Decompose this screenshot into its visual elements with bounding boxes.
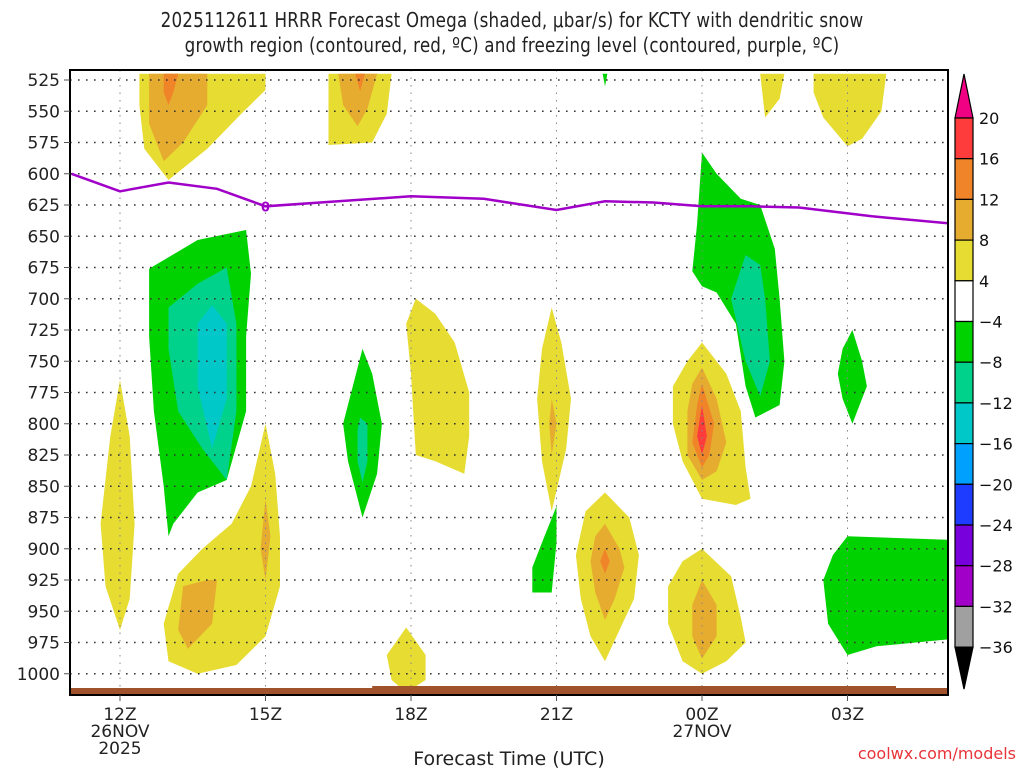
omega-shaded-regions [100,73,948,693]
colorbar-tick-label: −32 [979,597,1013,616]
y-tick-label: 750 [28,352,60,372]
x-tick-label: 03Z [831,705,864,725]
colorbar-tick-label: −4 [979,313,1003,332]
colorbar-swatch [954,402,974,445]
omega-region-5 [355,73,365,92]
colorbar-tick-label: 16 [979,150,999,169]
colorbar-swatch [954,320,974,363]
y-tick-label: 875 [28,509,60,529]
y-tick-label: 900 [28,540,60,560]
omega-region-35 [386,627,426,693]
terrain-fill [70,688,948,695]
omega-region-17 [532,506,557,593]
colorbar-tick-label: −8 [979,353,1003,372]
freezing-level-label: 0 [261,200,270,215]
chart-title-line-1: 2025112611 HRRR Forecast Omega (shaded, … [160,8,864,32]
freezing-level-contour: 0 [71,172,948,225]
y-tick-label: 850 [28,477,60,497]
y-tick-label: 925 [28,571,60,591]
omega-region-22 [731,255,770,397]
colorbar-swatch [954,158,974,200]
colorbar-swatch [954,565,974,608]
y-axis: 525 550 575 600 625 650 675 700 725 750 775 800 825 8… [17,71,70,685]
chart-title-line-2: growth region (contoured, red, ºC) and f… [184,33,840,57]
colorbar-swatch [954,239,974,282]
y-tick-label: 675 [28,259,60,279]
x-tick-label: 00Z [685,705,718,725]
x-tick-label: 2025 [98,739,141,759]
omega-region-13 [357,417,368,483]
colorbar-swatch [954,524,974,567]
colorbar-swatch [954,198,974,241]
omega-region-31 [100,380,135,630]
omega-region-8 [813,73,887,147]
colorbar-swatch [954,117,974,160]
freezing-level-line [71,172,948,225]
omega-region-7 [760,73,785,118]
omega-region-34 [260,498,271,580]
x-tick-label: 12Z [103,705,136,725]
colorbar-under-arrow [954,646,974,690]
omega-region-16 [549,398,557,455]
y-tick-label: 575 [28,134,60,154]
y-tick-label: 550 [28,102,60,122]
omega-region-15 [537,307,571,512]
y-tick-label: 525 [28,71,60,91]
colorbar-legend: 20 16 12 8 4 −4 −8 −12 −16 −20 −24 −28 −32 −36 [954,73,1013,690]
colorbar-tick-label: 8 [979,231,989,250]
colorbar-tick-label: 4 [979,272,989,291]
y-tick-label: 800 [28,415,60,435]
colorbar-tick-label: −28 [979,557,1013,576]
y-tick-label: 625 [28,196,60,216]
colorbar-tick-label: −16 [979,435,1013,454]
credit-link[interactable]: coolwx.com/models [858,744,1016,763]
x-axis-label: Forecast Time (UTC) [413,748,604,768]
x-tick-label: 15Z [249,705,282,725]
plot-frame [69,69,949,696]
omega-region-4 [338,73,378,127]
omega-region-2 [163,73,179,105]
x-tick-label: 27NOV [672,722,731,742]
omega-region-33 [178,580,217,649]
y-tick-label: 1000 [17,665,60,685]
colorbar-tick-label: −24 [979,516,1013,535]
y-tick-label: 600 [28,165,60,185]
colorbar-swatch [954,605,974,648]
y-tick-label: 975 [28,634,60,654]
x-tick-label: 21Z [540,705,573,725]
omega-region-30 [837,330,867,424]
y-tick-label: 825 [28,446,60,466]
colorbar-tick-label: 12 [979,190,999,209]
colorbar-swatch [954,361,974,404]
colorbar-over-arrow [954,73,974,119]
colorbar-swatch [954,443,974,485]
colorbar-tick-label: −36 [979,638,1013,657]
omega-region-28 [692,580,717,659]
colorbar-tick-label: 20 [979,109,999,128]
y-tick-label: 650 [28,227,60,247]
omega-region-6 [602,73,608,87]
omega-region-14 [406,298,470,474]
colorbar-swatch [954,483,974,526]
omega-region-29 [823,536,948,655]
colorbar-tick-label: −20 [979,475,1013,494]
y-tick-label: 700 [28,290,60,310]
colorbar-tick-label: −12 [979,394,1013,413]
omega-region-11 [197,305,227,449]
terrain-band [70,686,948,695]
terrain-fill-raised [372,686,896,689]
omega-region-1 [149,73,208,162]
omega-region-20 [600,548,610,574]
colorbar-swatch [954,280,974,323]
y-tick-label: 725 [28,321,60,341]
x-tick-label: 18Z [394,705,427,725]
y-tick-label: 775 [28,384,60,404]
x-tick-label: 26NOV [90,722,149,742]
omega-region-19 [590,523,625,620]
y-tick-label: 950 [28,602,60,622]
